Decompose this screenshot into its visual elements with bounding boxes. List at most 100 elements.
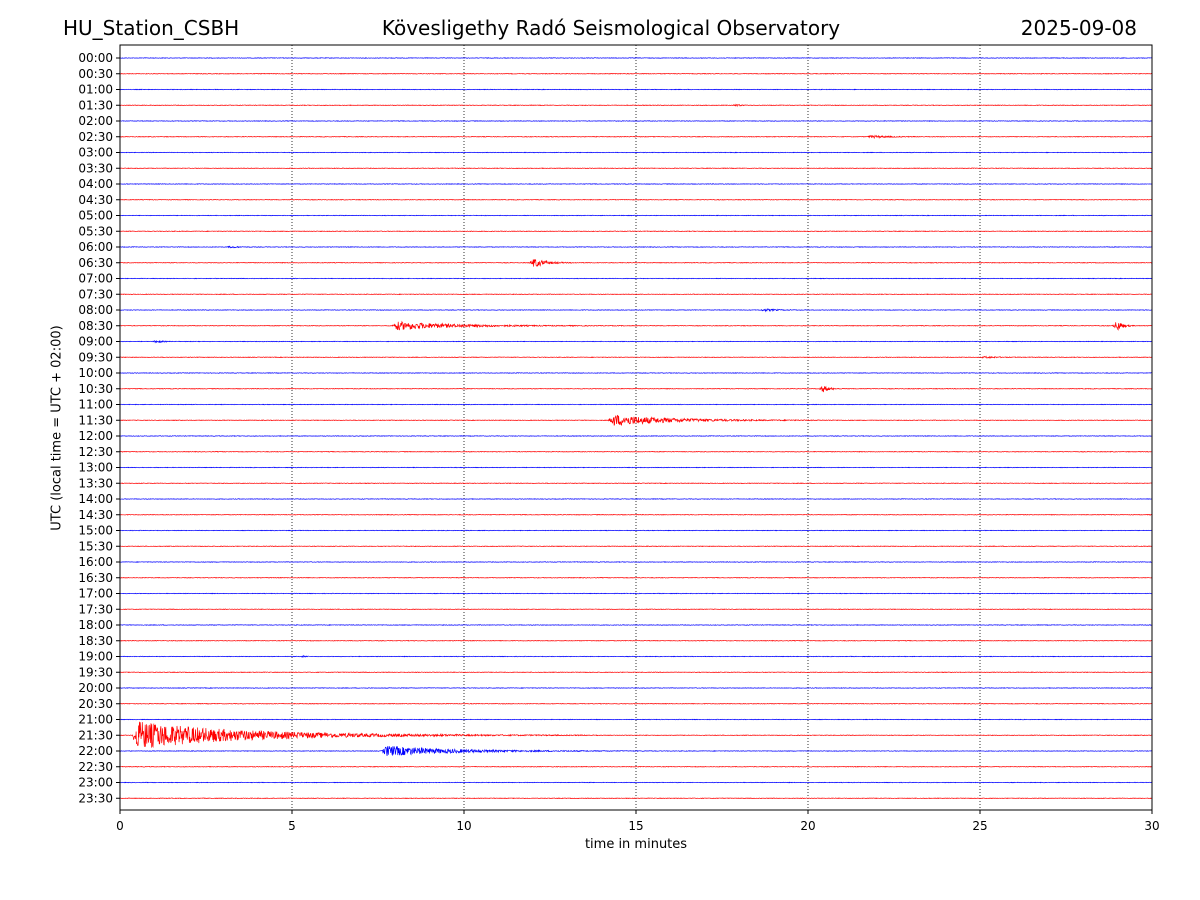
y-tick-label: 09:00 (78, 335, 113, 349)
y-tick-label: 21:30 (78, 728, 113, 742)
y-tick-label: 00:30 (78, 67, 113, 81)
trace-0100 (119, 88, 1152, 91)
y-tick-label: 01:00 (78, 83, 113, 97)
y-tick-label: 14:30 (78, 508, 113, 522)
y-tick-label: 17:30 (78, 602, 113, 616)
trace-2200 (119, 745, 1152, 757)
y-tick-label: 07:00 (78, 272, 113, 286)
y-tick-label: 19:00 (78, 650, 113, 664)
y-tick-label: 13:30 (78, 476, 113, 490)
x-tick-label: 25 (972, 819, 987, 833)
trace-1500 (119, 529, 1152, 532)
trace-1430 (119, 513, 1152, 516)
y-tick-label: 16:30 (78, 571, 113, 585)
trace-2030 (119, 702, 1152, 705)
trace-1030 (119, 385, 1152, 393)
y-tick-label: 18:30 (78, 634, 113, 648)
trace-2300 (119, 781, 1152, 784)
y-tick-label: 10:30 (78, 382, 113, 396)
trace-0130 (119, 103, 1152, 108)
trace-1830 (119, 639, 1152, 642)
trace-0830 (119, 320, 1152, 331)
x-tick-label: 15 (628, 819, 643, 833)
y-tick-label: 09:30 (78, 350, 113, 364)
trace-1600 (119, 561, 1152, 563)
trace-0300 (119, 151, 1152, 154)
y-tick-label: 08:00 (78, 303, 113, 317)
y-tick-label: 11:30 (78, 413, 113, 427)
trace-1330 (119, 482, 1152, 485)
trace-1530 (119, 545, 1152, 548)
trace-1200 (119, 435, 1152, 437)
y-tick-label: 23:30 (78, 791, 113, 805)
y-tick-label: 16:00 (78, 555, 113, 569)
trace-2000 (119, 687, 1152, 689)
trace-0930 (119, 355, 1152, 359)
y-axis-label: UTC (local time = UTC + 02:00) (49, 325, 65, 531)
y-tick-label: 14:00 (78, 492, 113, 506)
trace-1400 (119, 498, 1152, 500)
x-tick-label: 30 (1144, 819, 1159, 833)
y-tick-label: 11:00 (78, 398, 113, 412)
y-tick-label: 20:00 (78, 681, 113, 695)
y-tick-label: 03:00 (78, 146, 113, 160)
chart-date: 2025-09-08 (1020, 16, 1137, 40)
y-tick-label: 06:00 (78, 240, 113, 254)
y-tick-label: 03:30 (78, 161, 113, 175)
trace-2330 (119, 797, 1152, 800)
trace-0500 (119, 214, 1152, 217)
chart-title: Kövesligethy Radó Seismological Observat… (381, 16, 841, 40)
traces-layer (119, 57, 1152, 800)
trace-0530 (119, 230, 1152, 233)
y-tick-label: 20:30 (78, 697, 113, 711)
trace-1900 (119, 654, 1152, 659)
y-tick-label: 04:30 (78, 193, 113, 207)
x-axis-label: time in minutes (584, 837, 688, 852)
y-tick-label: 15:30 (78, 539, 113, 553)
trace-0000 (119, 57, 1152, 59)
y-tick-label: 23:00 (78, 776, 113, 790)
y-tick-label: 21:00 (78, 713, 113, 727)
trace-1630 (119, 576, 1152, 579)
trace-1800 (119, 624, 1152, 626)
y-tick-label: 05:30 (78, 224, 113, 238)
y-tick-label: 02:00 (78, 114, 113, 128)
x-tick-label: 0 (116, 819, 124, 833)
trace-1230 (119, 450, 1152, 453)
trace-2230 (119, 765, 1152, 768)
trace-2100 (119, 718, 1152, 721)
trace-2130 (119, 721, 1152, 748)
station-name: HU_Station_CSBH (63, 16, 240, 40)
trace-0230 (119, 134, 1152, 140)
y-tick-label: 18:00 (78, 618, 113, 632)
x-tick-label: 10 (456, 819, 471, 833)
y-tick-label: 17:00 (78, 587, 113, 601)
trace-1300 (119, 466, 1152, 469)
y-tick-label: 19:30 (78, 665, 113, 679)
y-tick-label: 12:30 (78, 445, 113, 459)
y-tick-label: 15:00 (78, 524, 113, 538)
x-tick-label: 5 (288, 819, 296, 833)
trace-1100 (119, 403, 1152, 406)
trace-0800 (119, 308, 1152, 313)
y-tick-label: 00:00 (78, 51, 113, 65)
trace-1130 (119, 414, 1152, 426)
y-tick-label: 22:00 (78, 744, 113, 758)
trace-1000 (119, 372, 1152, 374)
trace-1700 (119, 592, 1152, 595)
trace-0330 (119, 167, 1152, 170)
y-tick-label: 01:30 (78, 98, 113, 112)
trace-1930 (119, 671, 1152, 674)
y-tick-label: 13:00 (78, 461, 113, 475)
y-tick-label: 10:00 (78, 366, 113, 380)
y-tick-label: 02:30 (78, 130, 113, 144)
trace-0630 (119, 259, 1152, 267)
y-tick-label: 04:00 (78, 177, 113, 191)
grid-layer (291, 45, 981, 810)
y-tick-label: 05:00 (78, 209, 113, 223)
trace-0900 (119, 339, 1152, 344)
y-tick-label: 22:30 (78, 760, 113, 774)
y-tick-label: 07:30 (78, 287, 113, 301)
trace-0730 (119, 293, 1152, 296)
